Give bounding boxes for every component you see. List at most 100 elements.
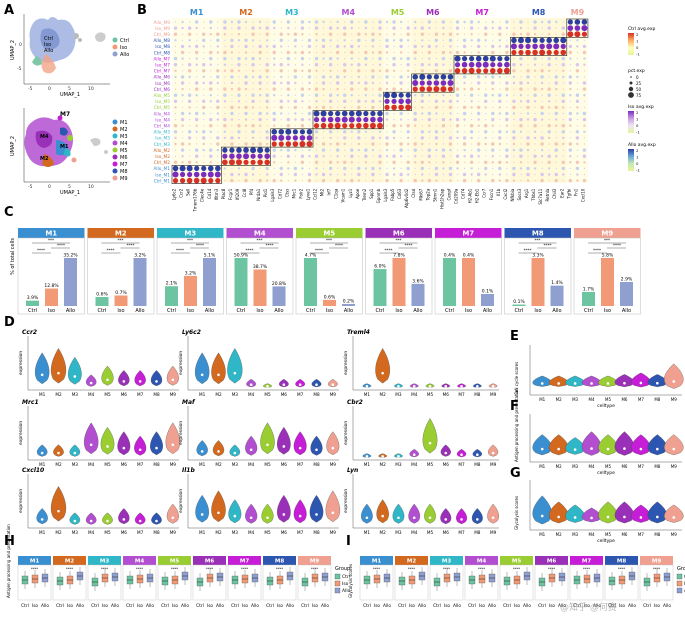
svg-text:M6: M6 — [281, 530, 288, 535]
dot — [209, 124, 213, 128]
svg-text:M7: M7 — [137, 462, 144, 467]
dot — [217, 27, 219, 29]
dot — [209, 154, 213, 158]
dot — [435, 21, 437, 23]
svg-text:0: 0 — [636, 75, 639, 80]
svg-text:****: **** — [478, 567, 485, 571]
dot — [224, 173, 226, 176]
dot — [414, 124, 417, 127]
dot — [231, 100, 233, 102]
violin-median — [200, 373, 204, 377]
dot — [576, 75, 579, 79]
gene-label: Ctsd — [411, 188, 416, 197]
violin — [598, 375, 618, 387]
dot — [392, 173, 396, 176]
dot — [386, 58, 388, 60]
dot — [519, 87, 523, 91]
dot — [280, 45, 283, 48]
dot — [576, 125, 578, 127]
dot — [506, 173, 508, 176]
panel-label-h: H — [4, 534, 15, 549]
dot — [428, 70, 430, 72]
dot — [569, 70, 571, 72]
dot — [294, 88, 296, 90]
violin-median — [397, 385, 400, 388]
dot — [547, 173, 551, 176]
dot — [320, 117, 327, 123]
cluster-header-m4: M4 — [341, 8, 355, 17]
gene-label: Retnla — [545, 188, 550, 201]
dot — [435, 27, 437, 29]
dot — [405, 92, 411, 98]
dot — [174, 106, 177, 109]
dot — [505, 148, 509, 152]
dot — [399, 178, 403, 183]
panel-label-b: B — [137, 3, 147, 18]
svg-text:****: **** — [524, 248, 532, 253]
dot — [420, 166, 424, 171]
svg-text:Allo: Allo — [342, 588, 351, 594]
dot — [562, 142, 565, 146]
dot — [194, 50, 199, 55]
dot — [251, 106, 255, 109]
dot — [526, 69, 530, 73]
gene-title: Lyn — [347, 467, 358, 474]
gene-title: Mrc1 — [22, 399, 39, 406]
dot — [279, 62, 283, 67]
svg-text:Allo: Allo — [216, 603, 224, 609]
dot — [562, 112, 564, 115]
dot — [498, 179, 502, 182]
dot — [441, 56, 446, 61]
dot — [519, 33, 523, 36]
dot — [406, 56, 410, 61]
dot — [194, 148, 199, 152]
dot — [314, 20, 319, 24]
dot — [477, 155, 480, 158]
bar-category-label: Ctrl — [237, 308, 246, 314]
violin — [647, 374, 667, 387]
svg-text:M8: M8 — [313, 462, 320, 467]
dot — [265, 93, 269, 97]
dot — [336, 94, 339, 97]
svg-text:M1: M1 — [39, 530, 46, 535]
dot — [294, 81, 297, 85]
dot — [519, 167, 523, 170]
dot — [576, 155, 578, 157]
dot — [533, 20, 537, 24]
bar — [411, 283, 425, 306]
dot — [329, 75, 332, 79]
dot — [427, 117, 432, 122]
dot — [308, 148, 311, 152]
svg-text:M5: M5 — [264, 530, 271, 535]
dot — [259, 167, 261, 169]
dot — [336, 20, 339, 24]
dot — [237, 87, 241, 91]
dot — [315, 76, 318, 78]
dot — [216, 136, 220, 140]
dot — [301, 76, 304, 78]
dot — [462, 111, 467, 116]
dot — [547, 69, 551, 73]
dot — [414, 137, 416, 139]
dot — [512, 69, 516, 73]
dot — [209, 148, 213, 152]
dot — [279, 69, 283, 73]
svg-text:****: **** — [57, 243, 65, 248]
gene-label: Mt2 — [320, 188, 325, 196]
violin — [549, 501, 569, 524]
dot — [534, 143, 536, 145]
dot — [540, 69, 544, 73]
dot — [172, 171, 179, 178]
dot — [308, 94, 311, 96]
violin — [35, 352, 50, 384]
dot — [568, 50, 573, 55]
dot — [569, 137, 571, 139]
dot — [434, 99, 439, 104]
group-legend-title: Group — [335, 566, 350, 572]
svg-text:celltype: celltype — [597, 538, 615, 544]
